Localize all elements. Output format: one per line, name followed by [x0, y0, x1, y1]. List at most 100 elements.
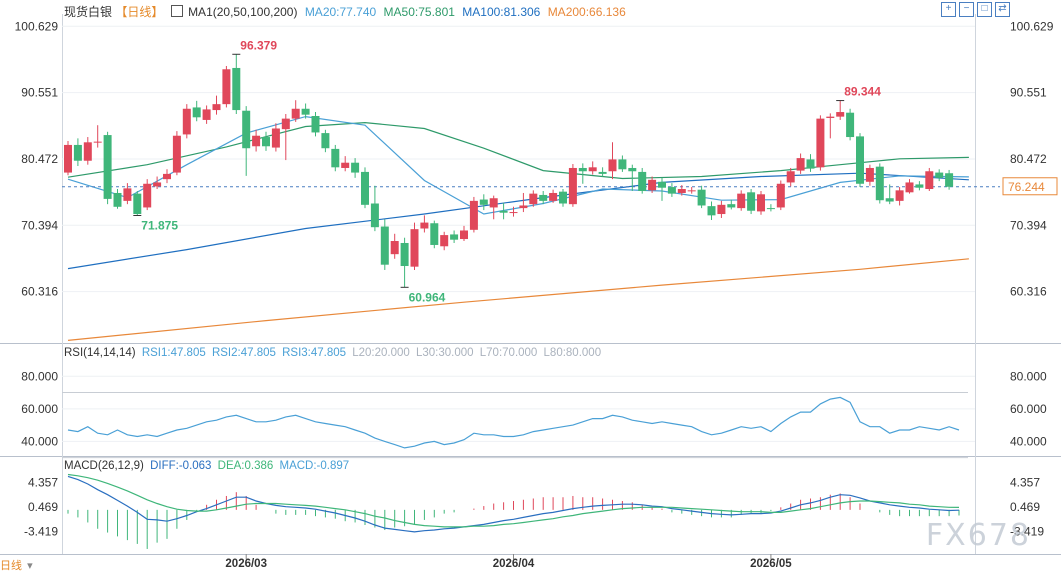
rsi-tick-left-2: 40.000 [21, 434, 58, 448]
candle-body-10 [163, 173, 171, 180]
candle-body-67 [727, 204, 736, 208]
candle-body-61 [667, 187, 676, 194]
price-tick-right-4: 60.316 [1010, 285, 1047, 299]
candle-body-83 [885, 198, 894, 202]
macd-tick-right-2: -3.419 [1010, 524, 1044, 538]
candle-body-85 [905, 182, 914, 193]
price-header: 现货白银 【日线】 MA1(20,50,100,200) MA20:77.740… [64, 3, 626, 20]
candle-body-39 [450, 234, 459, 240]
macd-layer [67, 473, 960, 549]
candle-body-40 [460, 230, 468, 240]
candle-body-81 [865, 167, 874, 182]
period-label[interactable]: 【日线】 [115, 5, 164, 19]
candle-body-47 [529, 193, 538, 205]
candle-body-50 [559, 191, 567, 204]
candle-body-45 [509, 212, 518, 214]
macd-dea-line [67, 473, 960, 528]
macd-tick-left-2: -3.419 [24, 524, 58, 538]
date-tick-label-0: 2026/03 [225, 558, 267, 570]
footer-period-label: 日线 [0, 560, 22, 572]
candle-body-31 [370, 203, 379, 228]
rsi-header: RSI(14,14,14) RSI1:47.805 RSI2:47.805 RS… [64, 347, 601, 359]
ma100-value: MA100:81.306 [462, 5, 541, 19]
candle-body-58 [638, 171, 647, 192]
rsi-tick-left-1: 60.000 [21, 402, 58, 416]
macd-header: MACD(26,12,9) DIFF:-0.063 DEA:0.386 MACD… [64, 460, 349, 472]
candle-body-62 [677, 189, 686, 193]
extreme-label-2: 60.964 [409, 290, 446, 304]
footer-period[interactable]: 日线 ▾ [0, 557, 33, 573]
indicator-settings-icon[interactable] [170, 5, 183, 17]
candle-body-66 [717, 204, 726, 215]
macd-histogram-value: MACD:-0.897 [279, 460, 350, 472]
candle-body-84 [895, 190, 904, 201]
candle-body-89 [945, 173, 954, 187]
candle-body-52 [578, 167, 587, 172]
macd-tick-right-0: 4.357 [1010, 475, 1040, 489]
candle-body-30 [361, 171, 369, 205]
candle-body-29 [351, 162, 360, 173]
rsi-line [67, 396, 960, 449]
candle-body-1 [73, 144, 82, 161]
candle-body-72 [776, 183, 785, 208]
axis-label-layer: 100.629 100.629 90.551 90.551 80.472 80.472 70… [15, 19, 1058, 570]
candle-body-80 [856, 136, 864, 184]
candle-body-23 [291, 108, 300, 119]
candle-body-19 [252, 135, 261, 147]
candle-body-68 [737, 193, 746, 209]
candle-body-78 [836, 112, 845, 117]
candle-body-0 [64, 144, 72, 173]
candle-body-51 [568, 167, 577, 205]
price-tick-left-1: 90.551 [21, 86, 58, 100]
macd-diff-value: DIFF:-0.063 [150, 460, 212, 472]
candle-body-21 [271, 128, 280, 148]
rsi-l70: L70:70.000 [479, 347, 538, 359]
candle-body-9 [153, 182, 162, 187]
candle-body-5 [113, 192, 122, 207]
rsi-tick-right-2: 40.000 [1010, 434, 1047, 448]
candle-body-7 [133, 193, 142, 215]
rsi3-value: RSI3:47.805 [282, 347, 347, 359]
window-icon[interactable]: □ [977, 2, 992, 17]
macd-tick-left-0: 4.357 [28, 475, 58, 489]
instrument-name: 现货白银 [64, 5, 113, 19]
candle-body-69 [747, 192, 756, 211]
zoom-out-icon[interactable]: − [959, 2, 974, 17]
candle-body-15 [212, 104, 221, 111]
candle-body-12 [182, 108, 191, 135]
candle-body-33 [390, 241, 399, 255]
grid-layer [62, 25, 975, 442]
candle-body-41 [469, 200, 478, 230]
price-tick-left-0: 100.629 [15, 19, 59, 33]
candle-body-53 [588, 167, 597, 172]
candle-body-28 [341, 162, 350, 168]
macd-tick-right-1: 0.469 [1010, 500, 1040, 514]
candle-body-46 [519, 205, 528, 209]
candle-body-63 [687, 190, 696, 192]
macd-title: MACD(26,12,9) [64, 460, 144, 472]
candle-body-56 [618, 159, 627, 170]
watermark-logo: FX678 [925, 518, 1031, 553]
swap-icon[interactable]: ⇄ [995, 2, 1010, 17]
candle-body-13 [192, 107, 201, 118]
candle-body-8 [143, 183, 152, 208]
candle-body-42 [479, 199, 488, 205]
candle-body-6 [123, 188, 132, 201]
footer-dropdown-icon: ▾ [27, 560, 33, 572]
candle-body-65 [707, 206, 716, 216]
current-price-tag [1002, 177, 1058, 196]
candle-body-64 [697, 189, 706, 206]
candle-body-20 [262, 137, 270, 147]
ma200-line [67, 258, 969, 341]
candle-body-49 [549, 192, 558, 201]
price-tick-right-2: 80.472 [1010, 152, 1047, 166]
rsi-l30: L30:30.000 [416, 347, 474, 359]
candle-body-48 [539, 194, 548, 201]
rsi-tick-left-0: 80.000 [21, 369, 58, 383]
candle-body-27 [331, 148, 340, 168]
zoom-in-icon[interactable]: + [941, 2, 956, 17]
candle-body-88 [935, 172, 944, 178]
candle-body-55 [608, 159, 617, 172]
rsi-l80: L80:80.000 [543, 347, 602, 359]
rsi-tick-right-0: 80.000 [1010, 369, 1047, 383]
